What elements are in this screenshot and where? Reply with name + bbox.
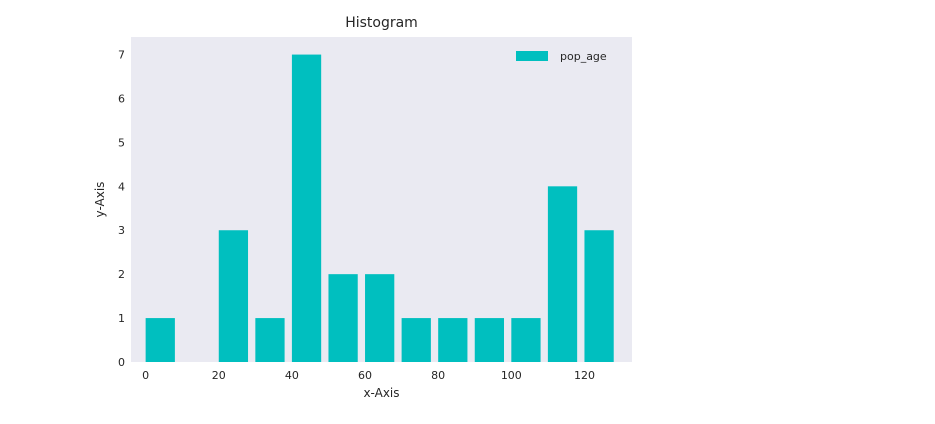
bar-120	[584, 230, 614, 362]
bar-50	[328, 274, 358, 362]
y-tick-6: 6	[118, 92, 125, 105]
bar-30	[255, 318, 285, 362]
chart-title: Histogram	[345, 15, 418, 31]
y-axis-label: y-Axis	[93, 182, 107, 218]
bar-20	[218, 230, 249, 362]
legend-swatch-pop-age	[516, 51, 548, 61]
x-tick-labels: 0 20 40 60 80 100 120	[142, 369, 595, 382]
bar-110	[547, 186, 578, 362]
x-tick-60: 60	[358, 369, 372, 382]
bar-80	[438, 318, 468, 362]
bar-90	[474, 318, 505, 362]
x-tick-120: 120	[574, 369, 595, 382]
bar-60	[365, 274, 395, 362]
y-tick-3: 3	[118, 224, 125, 237]
y-tick-4: 4	[118, 180, 125, 193]
x-tick-20: 20	[212, 369, 226, 382]
x-tick-40: 40	[285, 369, 299, 382]
bar-70	[401, 318, 431, 362]
legend-label-pop-age: pop_age	[560, 50, 607, 63]
y-tick-1: 1	[118, 312, 125, 325]
legend: pop_age	[516, 50, 607, 63]
bar-40	[291, 54, 322, 362]
y-tick-0: 0	[118, 356, 125, 369]
y-tick-2: 2	[118, 268, 125, 281]
bar-0	[145, 318, 175, 362]
y-tick-7: 7	[118, 49, 125, 62]
bar-100	[511, 318, 541, 362]
x-tick-100: 100	[501, 369, 522, 382]
bars-group	[145, 54, 614, 362]
y-tick-5: 5	[118, 136, 125, 149]
x-tick-0: 0	[142, 369, 149, 382]
x-axis-label: x-Axis	[363, 386, 399, 400]
x-tick-80: 80	[431, 369, 445, 382]
y-tick-labels: 0 1 2 3 4 5 6 7	[118, 49, 125, 369]
